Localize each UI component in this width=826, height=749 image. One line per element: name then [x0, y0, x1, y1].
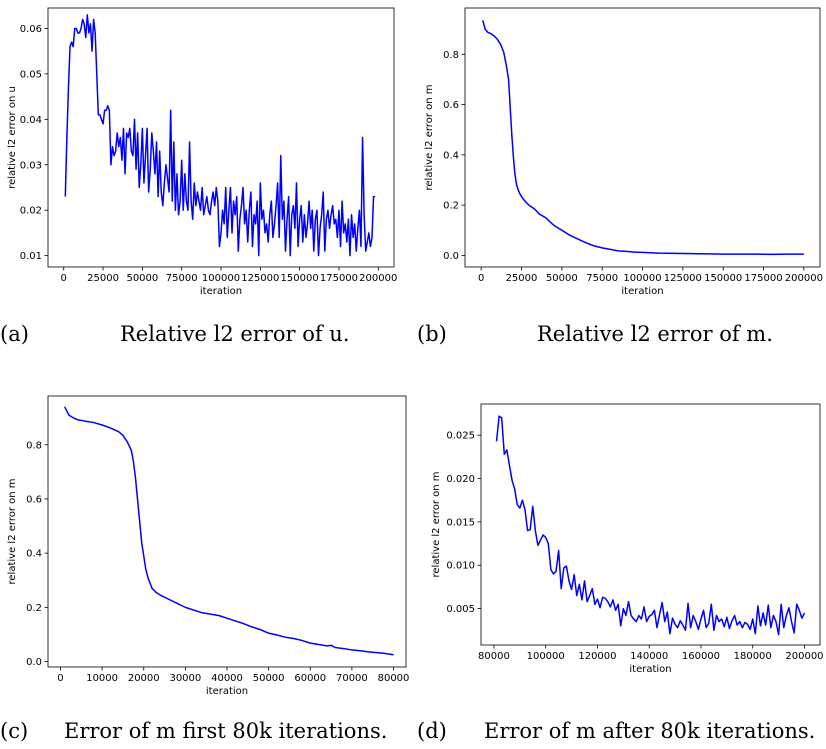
axes-frame — [480, 403, 821, 646]
x-axis-label: iteration — [206, 686, 248, 697]
caption-a-label: (a) — [0, 322, 29, 346]
x-tick-label: 175000 — [320, 273, 358, 284]
panel-d: 80000 100000 120000 140000 160000 180000 20000… — [431, 403, 824, 675]
x-tick-label: 0 — [61, 273, 67, 284]
x-tick-label: 100000 — [623, 273, 661, 284]
caption-c-label: (c) — [0, 719, 28, 743]
series-line — [482, 20, 804, 256]
x-tick-label: 80000 — [378, 673, 410, 684]
x-tick-label: 150000 — [281, 273, 319, 284]
x-tick-label: 200000 — [785, 273, 823, 284]
x-tick-label: 50000 — [546, 273, 578, 284]
series-line — [495, 415, 806, 636]
y-tick-label: 0.0 — [443, 251, 459, 262]
x-tick-label: 140000 — [630, 651, 668, 662]
y-tick-label: 0.4 — [26, 549, 42, 560]
panel-a: 0 25000 50000 75000 100000 125000 150000 175000… — [7, 7, 397, 297]
y-tick-label: 0.020 — [446, 474, 475, 485]
y-tick-label: 0.01 — [20, 251, 42, 262]
y-tick-label: 0.6 — [443, 100, 459, 111]
x-tick-label: 175000 — [744, 273, 782, 284]
x-tick-label: 30000 — [169, 673, 201, 684]
panel-b: 0 25000 50000 75000 100000 125000 150000 175000… — [424, 7, 823, 297]
y-axis-label: relative l2 error on m — [7, 479, 18, 585]
x-tick-label: 160000 — [682, 651, 720, 662]
x-tick-label: 200000 — [359, 273, 397, 284]
y-tick-label: 0.010 — [446, 561, 475, 572]
y-tick-label: 0.8 — [26, 440, 42, 451]
panel-c: 0 10000 20000 30000 40000 50000 60000 70000 8000… — [7, 395, 410, 697]
x-axis-label: iteration — [621, 286, 663, 297]
y-axis-label: relative l2 error on u — [7, 86, 18, 189]
caption-b-text: Relative l2 error of m. — [537, 322, 773, 346]
y-axis-label: relative l2 error on m — [431, 472, 442, 578]
y-tick-label: 0.8 — [443, 50, 459, 61]
y-tick-label: 0.6 — [26, 494, 42, 505]
x-tick-label: 75000 — [166, 273, 198, 284]
y-tick-label: 0.025 — [446, 431, 475, 442]
x-tick-label: 200000 — [785, 651, 823, 662]
axes-frame — [47, 395, 407, 668]
y-tick-label: 0.4 — [443, 150, 459, 161]
x-tick-label: 50000 — [126, 273, 158, 284]
x-tick-label: 125000 — [664, 273, 702, 284]
x-tick-label: 75000 — [586, 273, 618, 284]
x-tick-label: 25000 — [87, 273, 119, 284]
y-tick-label: 0.06 — [20, 24, 42, 35]
x-axis-label: iteration — [200, 286, 242, 297]
caption-a-text: Relative l2 error of u. — [120, 322, 350, 346]
caption-d-label: (d) — [417, 719, 447, 743]
x-tick-label: 100000 — [527, 651, 565, 662]
x-axis-label: iteration — [629, 664, 671, 675]
x-tick-label: 120000 — [578, 651, 616, 662]
x-tick-label: 50000 — [253, 673, 285, 684]
y-tick-label: 0.005 — [446, 604, 475, 615]
y-tick-label: 0.0 — [26, 657, 42, 668]
x-tick-label: 0 — [478, 273, 484, 284]
y-tick-label: 0.04 — [20, 115, 42, 126]
x-tick-label: 180000 — [734, 651, 772, 662]
y-axis-label: relative l2 error on m — [424, 85, 435, 191]
caption-c-text: Error of m first 80k iterations. — [64, 719, 387, 743]
y-tick-label: 0.05 — [20, 69, 42, 80]
x-tick-label: 25000 — [506, 273, 538, 284]
x-tick-label: 40000 — [211, 673, 243, 684]
series-line — [64, 14, 376, 257]
y-tick-label: 0.2 — [443, 201, 459, 212]
x-tick-label: 10000 — [86, 673, 118, 684]
caption-b-label: (b) — [417, 322, 447, 346]
axes-frame — [464, 7, 821, 268]
x-tick-label: 20000 — [128, 673, 160, 684]
y-tick-label: 0.03 — [20, 160, 42, 171]
x-tick-label: 60000 — [294, 673, 326, 684]
x-tick-label: 70000 — [336, 673, 368, 684]
x-tick-label: 100000 — [202, 273, 240, 284]
y-tick-label: 0.02 — [20, 206, 42, 217]
x-tick-label: 125000 — [241, 273, 279, 284]
series-line — [63, 406, 394, 656]
x-tick-label: 80000 — [478, 651, 510, 662]
x-tick-label: 150000 — [704, 273, 742, 284]
caption-d-text: Error of m after 80k iterations. — [484, 719, 815, 743]
y-tick-label: 0.2 — [26, 603, 42, 614]
x-tick-label: 0 — [57, 673, 63, 684]
y-tick-label: 0.015 — [446, 517, 475, 528]
